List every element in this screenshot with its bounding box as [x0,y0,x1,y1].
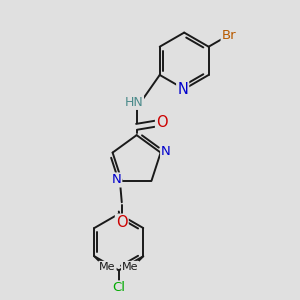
Text: Cl: Cl [112,281,125,294]
Text: N: N [161,145,171,158]
Text: Br: Br [222,29,236,42]
Text: N: N [112,173,121,187]
Text: O: O [156,115,168,130]
Text: Me: Me [99,262,116,272]
Text: N: N [177,82,188,97]
Text: Me: Me [122,262,138,272]
Text: HN: HN [124,96,143,109]
Text: O: O [116,215,128,230]
